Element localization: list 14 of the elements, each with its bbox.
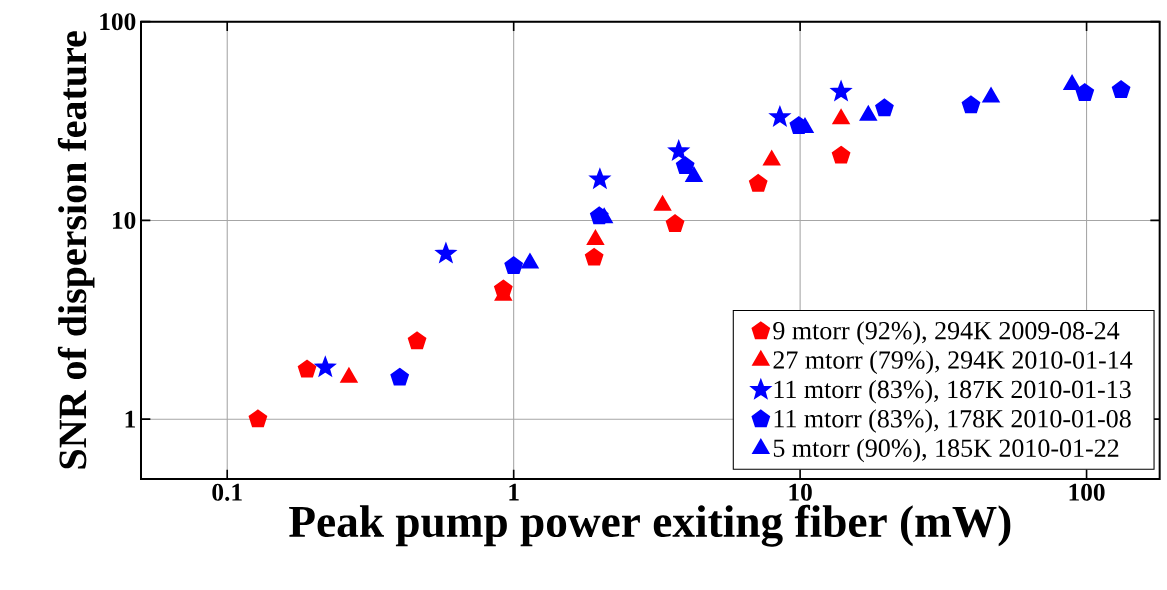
x-axis-title: Peak pump power exiting fiber (mW) (289, 504, 1011, 547)
x-tick-label: 0.1 (212, 483, 242, 501)
y-tick-label: 10 (112, 211, 136, 229)
y-tick-label: 1 (125, 410, 135, 428)
legend-label: 27 mtorr (79%), 294K 2010-01-14 (773, 350, 1133, 375)
x-tick-label: 10 (789, 483, 812, 501)
y-axis-title: SNR of dispersion feature (57, 31, 95, 469)
legend-label: 9 mtorr (92%), 294K 2009-08-24 (773, 321, 1120, 345)
legend-label: 5 mtorr (90%), 185K 2010-01-22 (773, 438, 1119, 463)
y-tick-label: 100 (100, 13, 136, 31)
legend-label: 11 mtorr (83%), 187K 2010-01-13 (774, 379, 1131, 404)
legend-label: 11 mtorr (83%), 178K 2010-01-08 (774, 409, 1131, 433)
x-tick-label: 1 (509, 483, 519, 501)
x-tick-label: 100 (1069, 483, 1105, 501)
